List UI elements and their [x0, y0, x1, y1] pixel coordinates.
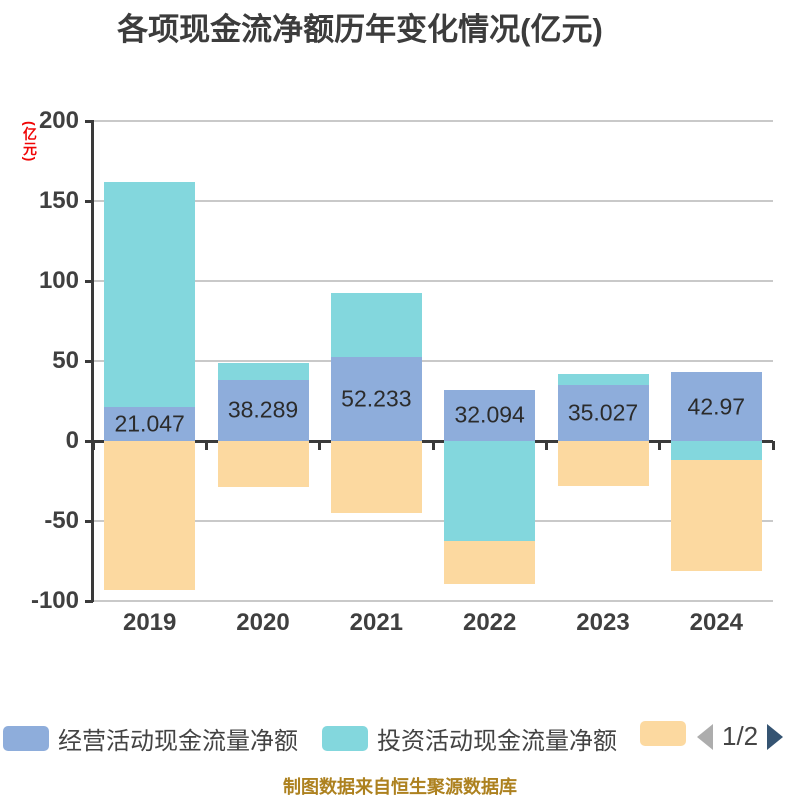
chart-title: 各项现金流净额历年变化情况(亿元) — [117, 12, 603, 47]
bar-2020-operating[interactable] — [217, 379, 309, 441]
legend-swatch-investing-icon — [322, 726, 368, 751]
gridline-200 — [93, 120, 773, 122]
bar-2021-investing[interactable] — [330, 292, 422, 358]
x-axis-tick-2 — [318, 441, 322, 450]
legend-item-investing[interactable]: 投资活动现金流量净额 — [322, 721, 617, 756]
gridline-50 — [93, 360, 773, 362]
bar-value-label-2020: 38.289 — [227, 396, 299, 423]
x-axis-tick-3 — [431, 441, 435, 450]
y-tick-label-100: 100 — [38, 267, 79, 294]
bar-2021-operating[interactable] — [330, 357, 422, 441]
x-axis-tick-0 — [91, 441, 95, 450]
bar-value-label-2022: 32.094 — [454, 401, 525, 428]
bar-2022-investing[interactable] — [444, 441, 536, 542]
legend-pager-next-icon[interactable] — [767, 723, 784, 750]
data-source-footnote: 制图数据来自恒生聚源数据库 — [283, 777, 517, 797]
y-axis-tick-50 — [85, 359, 93, 363]
x-tick-label-2019: 2019 — [122, 609, 177, 636]
legend-label-investing: 投资活动现金流量净额 — [377, 728, 617, 755]
x-tick-label-2020: 2020 — [236, 609, 290, 636]
bar-2024-investing[interactable] — [670, 441, 762, 460]
bar-2020-investing[interactable] — [217, 362, 309, 380]
x-axis-tick-6 — [771, 441, 775, 450]
y-axis-tick--100 — [85, 599, 93, 603]
x-axis-tick-4 — [544, 441, 548, 450]
bar-2024-operating[interactable] — [670, 372, 762, 441]
y-axis-line — [91, 120, 94, 602]
bar-2021-financing[interactable] — [330, 441, 422, 513]
bar-value-label-2021: 52.233 — [341, 385, 412, 412]
legend-swatch-operating-icon — [3, 726, 49, 751]
x-tick-label-2021: 2021 — [349, 609, 404, 636]
gridline--100 — [93, 600, 773, 602]
bar-2023-financing[interactable] — [557, 441, 649, 487]
y-tick-label-0: 0 — [65, 427, 79, 454]
y-axis-tick-100 — [85, 279, 93, 283]
bar-value-label-2019: 21.047 — [114, 410, 185, 437]
bar-2022-financing[interactable] — [444, 541, 536, 585]
y-tick-label-200: 200 — [38, 107, 79, 134]
y-axis-tick--50 — [85, 519, 93, 523]
legend-swatch-third-icon — [640, 721, 686, 746]
y-tick-label-150: 150 — [38, 187, 79, 214]
bar-2019-operating[interactable] — [104, 407, 196, 441]
y-axis-tick-150 — [85, 199, 93, 203]
legend-label-operating: 经营活动现金流量净额 — [58, 728, 298, 755]
x-axis-tick-1 — [204, 441, 208, 450]
y-axis-unit-label: (亿元) — [22, 121, 38, 163]
y-axis-tick-0 — [85, 439, 93, 443]
bar-2019-investing[interactable] — [104, 182, 196, 408]
x-tick-label-2024: 2024 — [689, 609, 744, 636]
bar-2023-operating[interactable] — [557, 384, 649, 441]
legend-pager-page-indicator: 1/2 — [722, 721, 759, 751]
y-tick-label-50: 50 — [52, 347, 79, 374]
legend-pager-prev-icon[interactable] — [697, 723, 713, 750]
bar-2022-operating[interactable] — [444, 389, 536, 441]
x-axis-tick-5 — [658, 441, 662, 450]
bar-value-label-2023: 35.027 — [567, 399, 639, 426]
x-tick-label-2022: 2022 — [462, 609, 517, 636]
gridline-150 — [93, 200, 773, 202]
bar-2020-financing[interactable] — [217, 441, 309, 488]
y-tick-label--100: -100 — [30, 587, 79, 614]
gridline-100 — [93, 280, 773, 282]
x-tick-label-2023: 2023 — [576, 609, 630, 636]
bar-2019-financing[interactable] — [104, 441, 196, 590]
bar-value-label-2024: 42.97 — [687, 393, 746, 420]
y-axis-tick-200 — [85, 119, 93, 123]
legend-item-third[interactable] — [640, 721, 695, 746]
legend-item-operating[interactable]: 经营活动现金流量净额 — [3, 721, 298, 756]
bar-2023-investing[interactable] — [557, 374, 649, 385]
legend-pager: 1/2 — [697, 721, 784, 752]
gridline--50 — [93, 520, 773, 522]
bar-2024-financing[interactable] — [670, 459, 762, 572]
y-tick-label--50: -50 — [44, 507, 79, 534]
